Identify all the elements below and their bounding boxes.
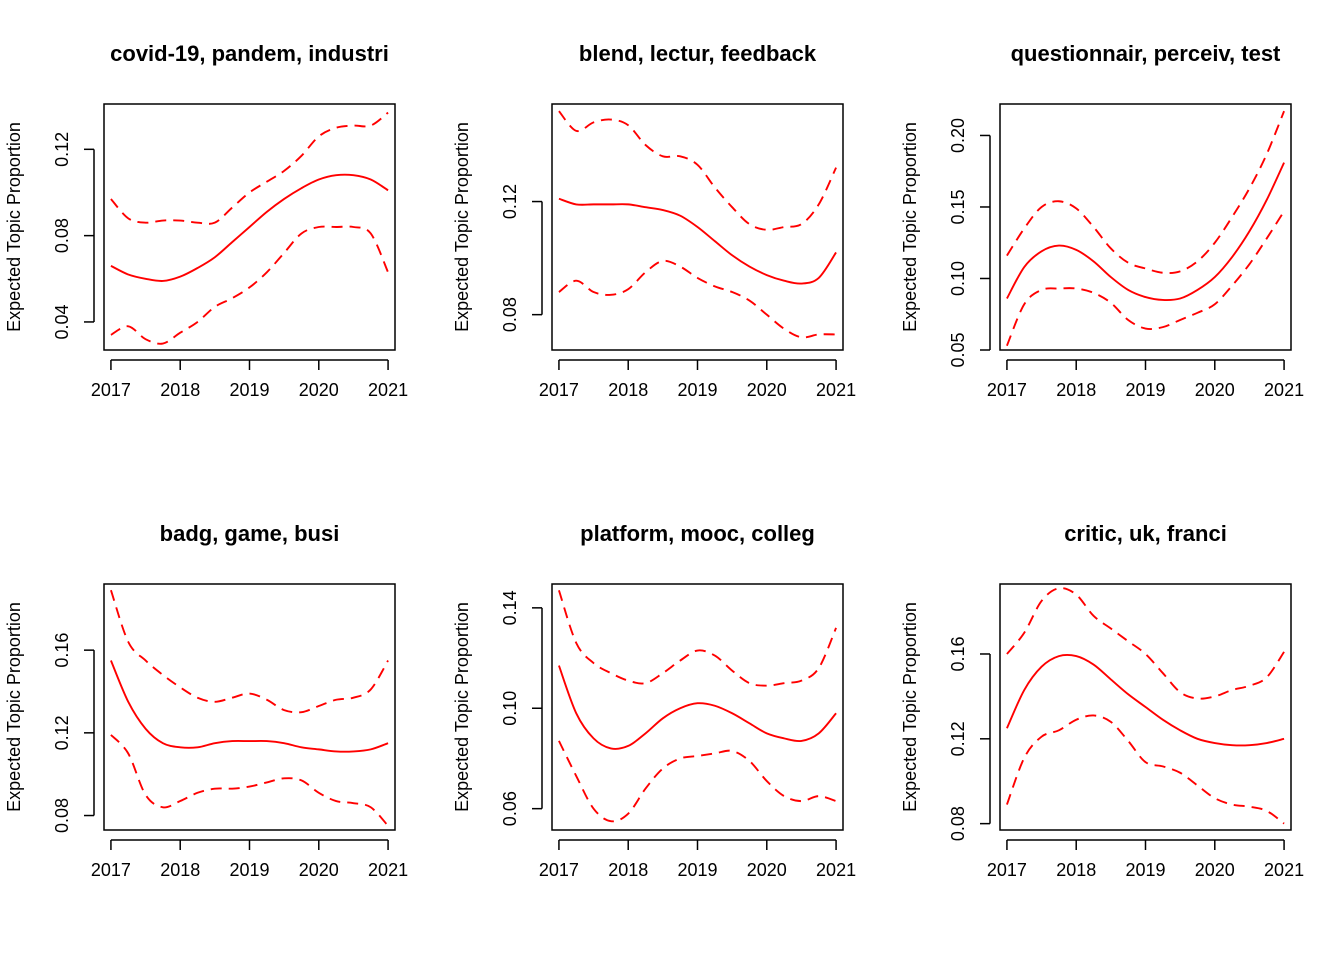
plot-frame xyxy=(999,583,1292,831)
y-axis-label: Expected Topic Proportion xyxy=(4,602,24,812)
panel-title: questionnair, perceiv, test xyxy=(1011,41,1281,66)
y-tick-label: 0.04 xyxy=(52,304,72,339)
y-tick-label: 0.08 xyxy=(52,798,72,833)
y-tick-label: 0.12 xyxy=(52,715,72,750)
x-tick-label: 2017 xyxy=(91,860,131,880)
x-tick-label: 2021 xyxy=(816,380,856,400)
y-tick-label: 0.08 xyxy=(948,806,968,841)
y-tick-label: 0.14 xyxy=(500,590,520,625)
series-line-upper-bound xyxy=(558,110,837,231)
series-line-lower-bound xyxy=(558,740,837,823)
x-tick-label: 2020 xyxy=(747,380,787,400)
x-tick-label: 2018 xyxy=(160,380,200,400)
series-line-estimate xyxy=(558,665,837,750)
x-tick-label: 2021 xyxy=(368,860,408,880)
x-tick-label: 2019 xyxy=(677,860,717,880)
y-tick-label: 0.16 xyxy=(52,633,72,668)
plot-frame xyxy=(999,103,1292,351)
x-tick-label: 2019 xyxy=(677,380,717,400)
panel-6: critic, uk, franci Expected Topic Proport… xyxy=(900,521,1304,880)
y-tick-label: 0.12 xyxy=(948,721,968,756)
series-line-estimate xyxy=(1006,162,1285,302)
series-line-lower-bound xyxy=(558,259,837,339)
series-line-estimate xyxy=(110,660,389,753)
x-tick-label: 2020 xyxy=(1195,380,1235,400)
series-line-estimate xyxy=(558,197,837,285)
panel-title: platform, mooc, colleg xyxy=(580,521,815,546)
panel-title: critic, uk, franci xyxy=(1064,521,1227,546)
panel-3: questionnair, perceiv, test Expected Topi… xyxy=(900,41,1304,400)
series-line-estimate xyxy=(1006,653,1285,747)
y-tick-label: 0.16 xyxy=(948,636,968,671)
x-tick-label: 2017 xyxy=(539,380,579,400)
x-tick-label: 2021 xyxy=(816,860,856,880)
plot-frame xyxy=(103,103,396,351)
panel-4: badg, game, busi Expected Topic Proportio… xyxy=(4,521,408,880)
x-tick-label: 2017 xyxy=(987,860,1027,880)
x-tick-label: 2019 xyxy=(1125,380,1165,400)
x-tick-label: 2019 xyxy=(229,380,269,400)
panel-2: blend, lectur, feedback Expected Topic Pr… xyxy=(452,41,856,400)
x-tick-label: 2018 xyxy=(608,380,648,400)
y-tick-label: 0.10 xyxy=(500,691,520,726)
x-tick-label: 2018 xyxy=(160,860,200,880)
series-line-upper-bound xyxy=(110,589,389,714)
x-tick-label: 2017 xyxy=(91,380,131,400)
y-tick-label: 0.15 xyxy=(948,189,968,224)
series-line-upper-bound xyxy=(110,111,389,225)
panel-title: badg, game, busi xyxy=(160,521,340,546)
x-tick-label: 2021 xyxy=(1264,860,1304,880)
y-axis-label: Expected Topic Proportion xyxy=(900,602,920,812)
series-line-lower-bound xyxy=(1006,714,1285,825)
series-line-upper-bound xyxy=(1006,110,1285,274)
y-tick-label: 0.12 xyxy=(500,184,520,219)
series-line-lower-bound xyxy=(110,734,389,827)
y-tick-label: 0.05 xyxy=(948,332,968,367)
plot-frame xyxy=(551,583,844,831)
x-tick-label: 2021 xyxy=(368,380,408,400)
y-tick-label: 0.06 xyxy=(500,791,520,826)
panel-title: blend, lectur, feedback xyxy=(579,41,817,66)
series-line-lower-bound xyxy=(110,225,389,345)
y-axis-label: Expected Topic Proportion xyxy=(900,122,920,332)
x-tick-label: 2018 xyxy=(1056,380,1096,400)
series-line-lower-bound xyxy=(1006,210,1285,347)
y-tick-label: 0.10 xyxy=(948,261,968,296)
y-tick-label: 0.12 xyxy=(52,132,72,167)
y-axis-label: Expected Topic Proportion xyxy=(452,602,472,812)
plot-frame xyxy=(551,103,844,351)
y-tick-label: 0.08 xyxy=(52,218,72,253)
x-tick-label: 2020 xyxy=(299,860,339,880)
x-tick-label: 2020 xyxy=(299,380,339,400)
series-line-upper-bound xyxy=(558,589,837,687)
x-tick-label: 2019 xyxy=(1125,860,1165,880)
y-tick-label: 0.20 xyxy=(948,118,968,153)
panel-5: platform, mooc, colleg Expected Topic Pro… xyxy=(452,521,856,880)
y-axis-label: Expected Topic Proportion xyxy=(4,122,24,332)
y-tick-label: 0.08 xyxy=(500,297,520,332)
series-line-upper-bound xyxy=(1006,587,1285,700)
plot-frame xyxy=(103,583,396,831)
y-axis-label: Expected Topic Proportion xyxy=(452,122,472,332)
x-tick-label: 2017 xyxy=(987,380,1027,400)
series-line-estimate xyxy=(110,173,389,282)
x-tick-label: 2020 xyxy=(1195,860,1235,880)
x-tick-label: 2018 xyxy=(1056,860,1096,880)
panel-1: covid-19, pandem, industri Expected Topic… xyxy=(4,41,408,400)
x-tick-label: 2019 xyxy=(229,860,269,880)
panel-title: covid-19, pandem, industri xyxy=(110,41,389,66)
x-tick-label: 2018 xyxy=(608,860,648,880)
x-tick-label: 2020 xyxy=(747,860,787,880)
x-tick-label: 2017 xyxy=(539,860,579,880)
x-tick-label: 2021 xyxy=(1264,380,1304,400)
